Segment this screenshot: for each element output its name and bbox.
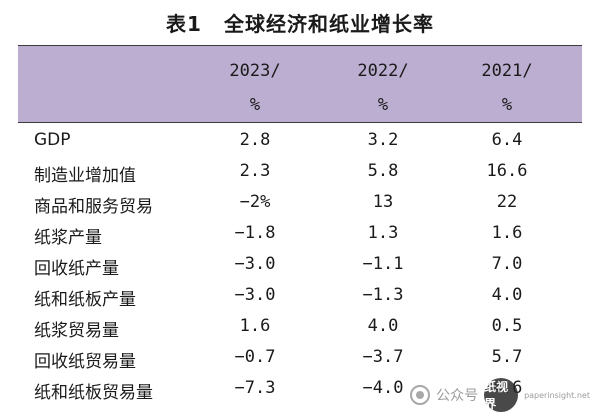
cell-2023: −0.7	[234, 347, 276, 367]
cell-2021: 0.5	[491, 316, 523, 336]
wechat-icon	[410, 385, 431, 405]
row-label: GDP	[34, 130, 71, 150]
cell-2022: −4.0	[362, 378, 404, 398]
watermark-text: 公众号	[436, 388, 479, 404]
cell-2022: 13	[372, 192, 394, 212]
row-label: 商品和服务贸易	[34, 197, 153, 217]
cell-2022: −3.7	[362, 347, 404, 367]
column-header-2022: 2022/ %	[318, 54, 448, 122]
cell-2023: 1.6	[239, 316, 271, 336]
cell-2021: 4.0	[491, 285, 523, 305]
cell-2023: −3.0	[234, 254, 276, 274]
cell-2023: −1.8	[234, 223, 276, 243]
column-header-2023: 2023/ %	[190, 54, 320, 122]
cell-2022: −1.3	[362, 285, 404, 305]
column-header-2021: 2021/ %	[442, 54, 572, 122]
cell-2023: −2%	[239, 192, 271, 212]
cell-2021: 22	[496, 192, 518, 212]
row-label: 制造业增加值	[34, 166, 136, 186]
cell-2021: 6.4	[491, 130, 523, 150]
row-label: 纸和纸板产量	[34, 290, 136, 310]
table-row: 商品和服务贸易 −2% 13 22	[18, 190, 582, 221]
top-rule	[18, 45, 582, 46]
cell-2023: 2.8	[239, 130, 271, 150]
watermark-logo: 纸视界	[484, 378, 519, 412]
header-rule	[18, 122, 582, 123]
table-row: 纸浆产量 −1.8 1.3 1.6	[18, 221, 582, 252]
table-title: 表1 全球经济和纸业增长率	[0, 8, 600, 37]
table-row: 制造业增加值 2.3 5.8 16.6	[18, 159, 582, 190]
cell-2022: 5.8	[367, 161, 399, 181]
cell-2023: −7.3	[234, 378, 276, 398]
column-unit: %	[501, 95, 513, 115]
table-title-text: 全球经济和纸业增长率	[223, 12, 434, 36]
row-label: 回收纸贸易量	[34, 352, 136, 372]
row-label: 纸浆产量	[34, 228, 102, 248]
cell-2022: −1.1	[362, 254, 404, 274]
table-row: GDP 2.8 3.2 6.4	[18, 128, 582, 159]
cell-2022: 4.0	[367, 316, 399, 336]
table-row: 纸浆贸易量 1.6 4.0 0.5	[18, 314, 582, 345]
row-label: 回收纸产量	[34, 259, 119, 279]
table-row: 纸和纸板贸易量−7.3−4.04.6	[18, 376, 582, 407]
watermark-logo-text: 纸视界	[484, 380, 509, 411]
cell-2023: −3.0	[234, 285, 276, 305]
column-year: 2021/	[481, 61, 533, 81]
watermark: 公众号 纸视界 paperinsight.net	[410, 378, 590, 412]
watermark-site: paperinsight.net	[524, 390, 590, 400]
row-label: 纸和纸板贸易量	[34, 383, 153, 403]
table-row: 纸和纸板产量 −3.0 −1.3 4.0	[18, 283, 582, 314]
table-number: 表1	[166, 12, 202, 36]
column-year: 2023/	[229, 61, 281, 81]
cell-2023: 2.3	[239, 161, 271, 181]
cell-2022: 1.3	[367, 223, 399, 243]
row-label: 纸浆贸易量	[34, 321, 119, 341]
cell-2022: 3.2	[367, 130, 399, 150]
cell-2021: 7.0	[491, 254, 523, 274]
table-row: 回收纸产量 −3.0 −1.1 7.0	[18, 252, 582, 283]
table-row: 回收纸贸易量 −0.7 −3.7 5.7	[18, 345, 582, 376]
cell-2021: 16.6	[486, 161, 528, 181]
cell-2021: 5.7	[491, 347, 523, 367]
cell-2021: 1.6	[491, 223, 523, 243]
column-year: 2022/	[357, 61, 409, 81]
column-unit: %	[377, 95, 389, 115]
column-unit: %	[249, 95, 261, 115]
header-band	[18, 46, 582, 122]
